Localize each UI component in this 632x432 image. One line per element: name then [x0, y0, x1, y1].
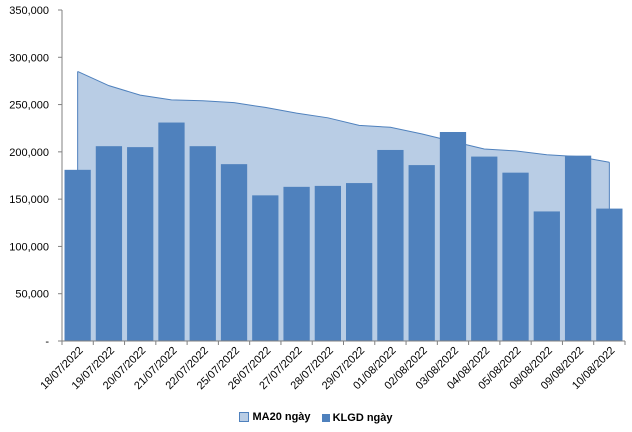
klgd-bar: [252, 195, 279, 341]
klgd-bar: [533, 211, 560, 341]
y-tick-label: 300,000: [9, 52, 49, 64]
klgd-bar: [471, 156, 498, 341]
klgd-bar: [408, 165, 435, 341]
ma20-area-fill: [77, 71, 610, 341]
klgd-bar: [158, 122, 185, 341]
klgd-bar: [439, 131, 467, 341]
y-tick-label: 250,000: [9, 100, 49, 112]
klgd-bar: [220, 164, 248, 341]
legend-item-klgd: KLGD ngày: [321, 412, 393, 424]
y-tick-label: 50,000: [15, 289, 49, 301]
klgd-bar: [502, 172, 529, 341]
legend: MA20 ngày KLGD ngày: [0, 411, 632, 425]
klgd-bar: [377, 149, 404, 341]
klgd-bar: [64, 169, 91, 341]
y-tick-label: 200,000: [9, 147, 49, 159]
klgd-bar: [314, 185, 341, 341]
klgd-bar: [127, 147, 154, 341]
klgd-bar: [346, 183, 373, 341]
ma20-area-layer: [77, 71, 610, 341]
y-tick-label: 350,000: [9, 5, 49, 17]
klgd-bar-layer: [64, 122, 623, 341]
legend-item-ma20: MA20 ngày: [239, 411, 311, 423]
legend-label-klgd: KLGD ngày: [332, 412, 393, 424]
legend-swatch-klgd: [321, 414, 330, 422]
legend-label-ma20: MA20 ngày: [252, 411, 311, 423]
klgd-bar: [564, 155, 592, 341]
klgd-bar: [283, 186, 310, 341]
legend-swatch-ma20: [239, 412, 250, 422]
klgd-bar: [596, 208, 623, 341]
y-tick-label: -: [45, 336, 49, 348]
ma20-area-line: [77, 71, 610, 163]
klgd-bar: [189, 146, 216, 341]
y-tick-label: 100,000: [9, 241, 49, 253]
klgd-bar: [95, 146, 123, 341]
y-tick-label: 150,000: [9, 194, 49, 206]
